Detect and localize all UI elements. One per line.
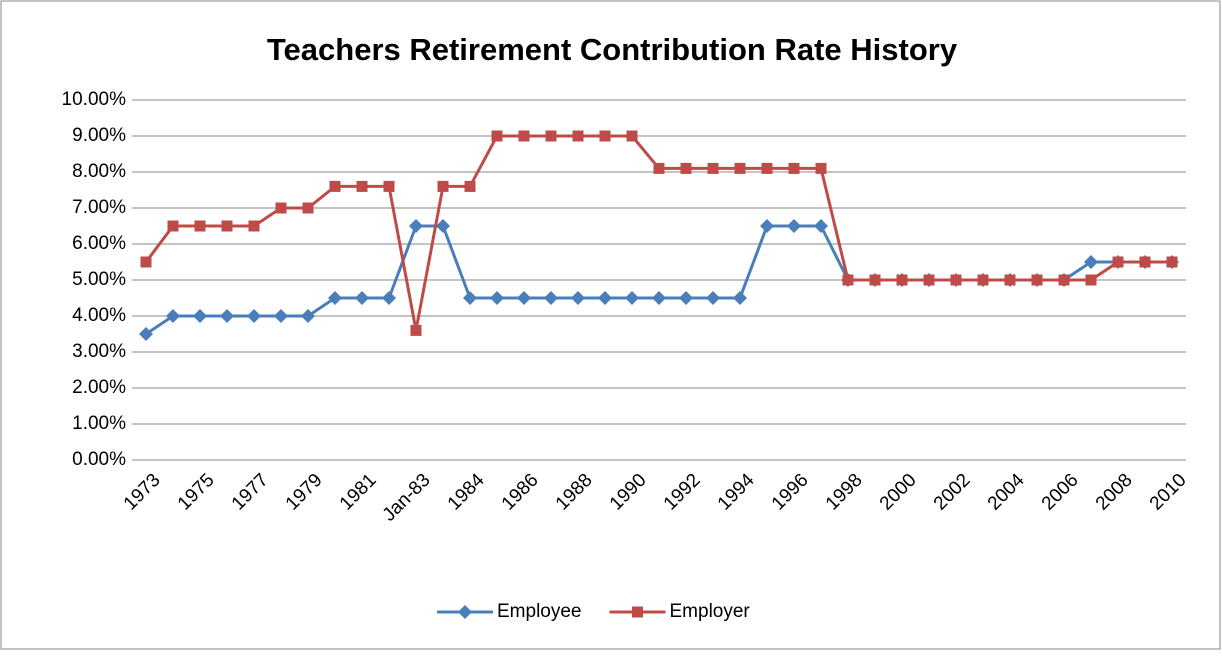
- data-point: [626, 130, 638, 142]
- data-point: [248, 220, 260, 232]
- data-point: [1085, 274, 1097, 286]
- data-point: [139, 327, 153, 341]
- data-point: [869, 274, 881, 286]
- data-point: [167, 220, 179, 232]
- data-point: [409, 219, 423, 233]
- legend-marker: [632, 606, 643, 618]
- data-point: [221, 220, 233, 232]
- data-point: [653, 162, 665, 174]
- y-tick-label: 9.00%: [72, 125, 126, 146]
- data-point: [436, 219, 450, 233]
- data-point: [733, 291, 747, 305]
- data-point: [950, 274, 962, 286]
- data-point: [437, 180, 449, 192]
- data-point: [734, 162, 746, 174]
- data-point: [706, 291, 720, 305]
- y-tick-label: 2.00%: [72, 377, 126, 398]
- data-point: [760, 219, 774, 233]
- data-point: [517, 291, 531, 305]
- data-point: [355, 291, 369, 305]
- y-tick-label: 8.00%: [72, 161, 126, 182]
- data-point: [382, 291, 396, 305]
- legend-label: Employer: [670, 601, 751, 622]
- data-point: [680, 162, 692, 174]
- data-point: [464, 180, 476, 192]
- data-point: [193, 309, 207, 323]
- data-point: [761, 162, 773, 174]
- data-point: [194, 220, 206, 232]
- data-point: [140, 256, 152, 268]
- data-point: [328, 291, 342, 305]
- data-point: [625, 291, 639, 305]
- data-point: [679, 291, 693, 305]
- data-point: [598, 291, 612, 305]
- data-point: [571, 291, 585, 305]
- data-point: [247, 309, 261, 323]
- y-tick-label: 3.00%: [72, 341, 126, 362]
- chart-title: Teachers Retirement Contribution Rate Hi…: [267, 32, 958, 67]
- y-tick-label: 7.00%: [72, 197, 126, 218]
- legend-marker: [458, 605, 472, 619]
- data-point: [814, 219, 828, 233]
- data-point: [356, 180, 368, 192]
- data-point: [1166, 256, 1178, 268]
- data-point: [491, 130, 503, 142]
- data-point: [572, 130, 584, 142]
- data-point: [652, 291, 666, 305]
- y-tick-label: 1.00%: [72, 413, 126, 434]
- data-point: [896, 274, 908, 286]
- y-tick-label: 4.00%: [72, 305, 126, 326]
- legend-label: Employee: [497, 601, 582, 622]
- y-tick-label: 6.00%: [72, 233, 126, 254]
- y-tick-label: 10.00%: [62, 89, 127, 110]
- data-point: [707, 162, 719, 174]
- data-point: [923, 274, 935, 286]
- y-tick-label: 0.00%: [72, 449, 126, 470]
- data-point: [1031, 274, 1043, 286]
- data-point: [1058, 274, 1070, 286]
- data-point: [410, 324, 422, 336]
- data-point: [1139, 256, 1151, 268]
- data-point: [166, 309, 180, 323]
- data-point: [599, 130, 611, 142]
- data-point: [302, 202, 314, 214]
- data-point: [787, 219, 801, 233]
- data-point: [842, 274, 854, 286]
- data-point: [383, 180, 395, 192]
- data-point: [977, 274, 989, 286]
- data-point: [275, 202, 287, 214]
- data-point: [1004, 274, 1016, 286]
- data-point: [301, 309, 315, 323]
- data-point: [1084, 255, 1098, 269]
- data-point: [544, 291, 558, 305]
- data-point: [1112, 256, 1124, 268]
- data-point: [329, 180, 341, 192]
- data-point: [220, 309, 234, 323]
- data-point: [545, 130, 557, 142]
- data-point: [463, 291, 477, 305]
- data-point: [788, 162, 800, 174]
- data-point: [274, 309, 288, 323]
- data-point: [490, 291, 504, 305]
- data-point: [518, 130, 530, 142]
- y-tick-label: 5.00%: [72, 269, 126, 290]
- data-point: [815, 162, 827, 174]
